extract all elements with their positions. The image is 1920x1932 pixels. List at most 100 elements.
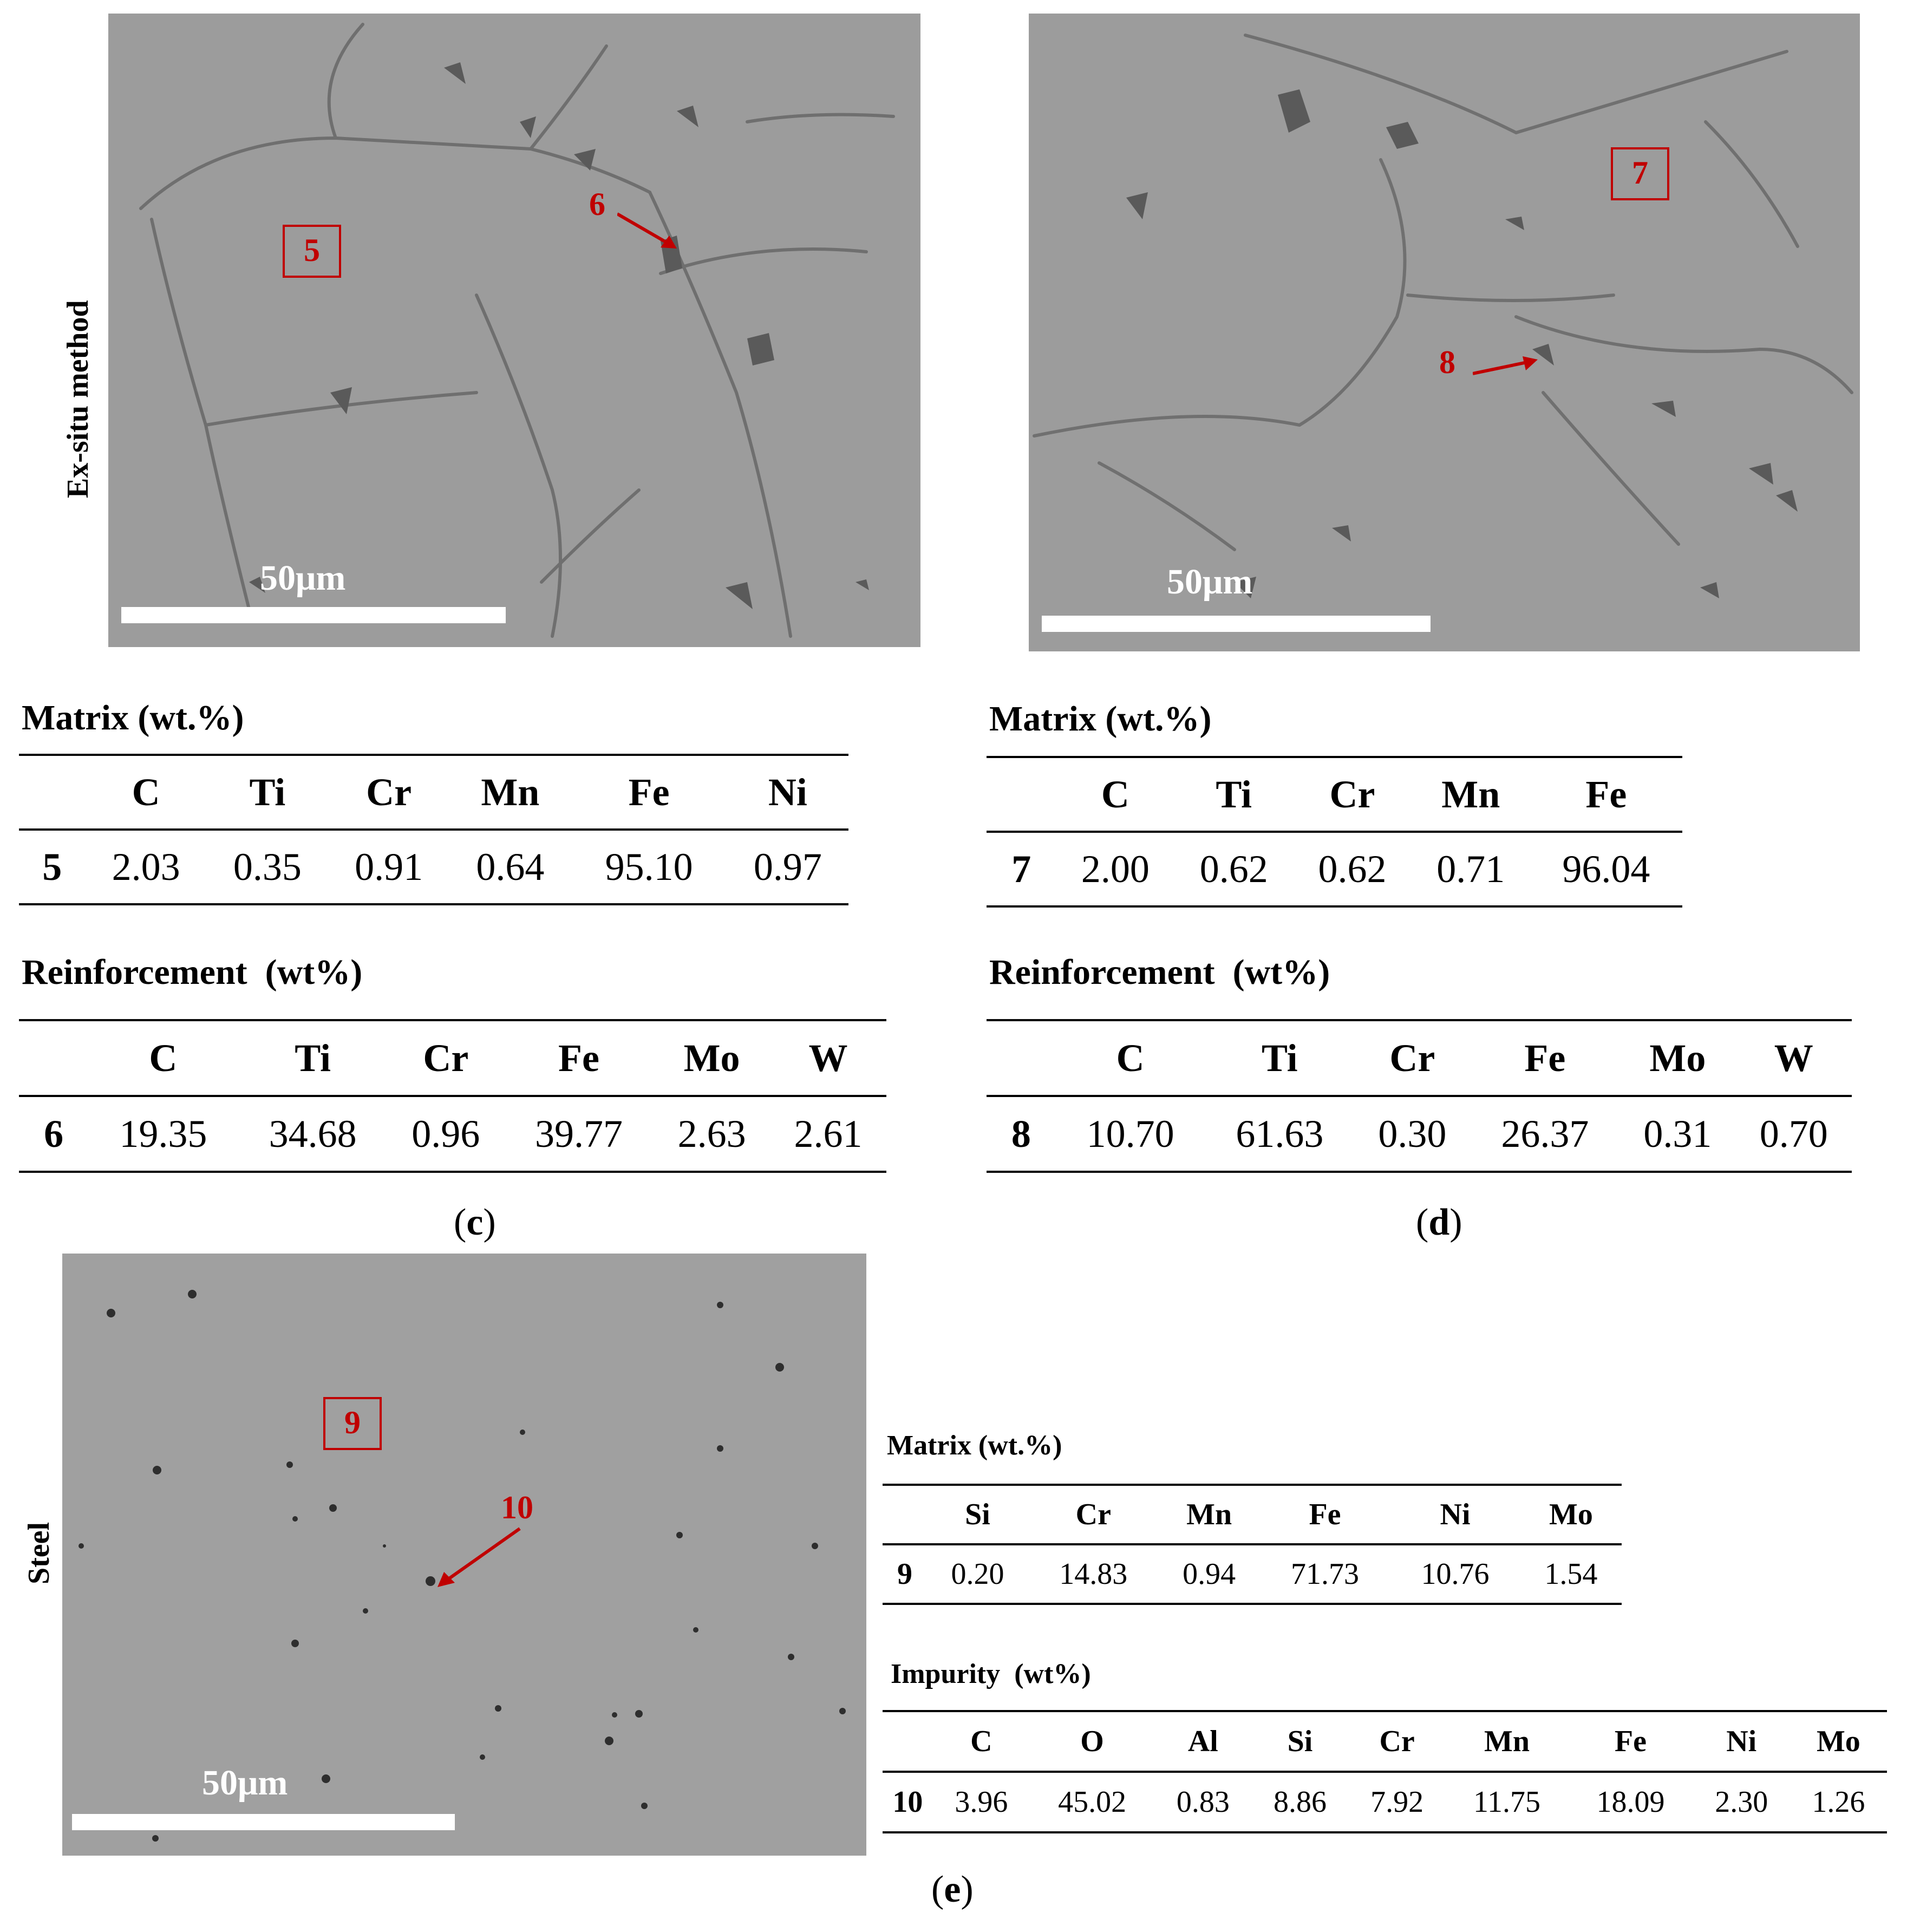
table-row: 6 19.35 34.68 0.96 39.77 2.63 2.61: [19, 1096, 886, 1172]
header-cell: Ti: [1261, 1036, 1298, 1080]
header-cell: Cr: [1075, 1498, 1111, 1531]
table-cell: 45.02: [1058, 1785, 1127, 1819]
table-cell: 8.86: [1273, 1785, 1327, 1819]
caption-c: (c): [454, 1201, 496, 1244]
table-cell: 0.96: [412, 1112, 480, 1156]
region-label-5: 5: [283, 225, 341, 278]
arrow-icon: [1473, 356, 1538, 375]
table-cell: 96.04: [1562, 847, 1650, 891]
table-cell: 2.03: [112, 845, 180, 889]
table-row: 5 2.03 0.35 0.91 0.64 95.10 0.97: [19, 830, 848, 904]
point-label-10: 10: [501, 1490, 533, 1525]
header-cell: Cr: [366, 770, 412, 814]
microstructure-e: [79, 1290, 846, 1842]
header-cell: Al: [1187, 1725, 1218, 1758]
header-cell: C: [149, 1036, 178, 1080]
reinforcement-table-c: C Ti Cr Fe Mo W 6 19.35 34.68 0.96 39.77…: [19, 1019, 886, 1173]
header-cell: [987, 757, 1056, 832]
table-cell: 95.10: [605, 845, 693, 889]
table-cell: 0.31: [1643, 1112, 1712, 1156]
table-cell: 0.91: [355, 845, 423, 889]
header-cell: [883, 1711, 933, 1772]
point-label-6: 6: [589, 186, 605, 222]
table-cell: 2.00: [1081, 847, 1150, 891]
header-cell: Cr: [1379, 1725, 1415, 1758]
header-cell: Mo: [1816, 1725, 1860, 1758]
header-cell: Ti: [295, 1036, 331, 1080]
table-row: 8 10.70 61.63 0.30 26.37 0.31 0.70: [987, 1096, 1852, 1172]
matrix-table-e: Si Cr Mn Fe Ni Mo 9 0.20 14.83 0.94 71.7…: [883, 1484, 1622, 1605]
header-cell: Si: [965, 1498, 990, 1531]
header-cell: Ni: [768, 770, 807, 814]
table-row: 7 2.00 0.62 0.62 0.71 96.04: [987, 832, 1682, 906]
header-cell: Fe: [558, 1036, 599, 1080]
reinforcement-title-c: Reinforcement (wt%): [22, 952, 363, 992]
header-cell: Ni: [1726, 1725, 1757, 1758]
header-cell: W: [1774, 1036, 1813, 1080]
table-cell: 0.71: [1436, 847, 1505, 891]
row-id: 8: [1011, 1112, 1031, 1156]
header-cell: Ti: [249, 770, 286, 814]
sem-image-c: 5 6 50μm: [108, 14, 920, 647]
table-cell: 0.70: [1759, 1112, 1828, 1156]
caption-paren-open: (: [931, 1869, 944, 1910]
header-cell: Mn: [1484, 1725, 1530, 1758]
scale-bar: [121, 607, 506, 623]
table-cell: 19.35: [119, 1112, 207, 1156]
row-id: 10: [892, 1785, 923, 1819]
matrix-title-d: Matrix (wt.%): [989, 699, 1212, 739]
table-cell: 7.92: [1370, 1785, 1424, 1819]
header-cell: Cr: [1329, 772, 1375, 816]
table-cell: 0.30: [1378, 1112, 1447, 1156]
header-cell: Mo: [1649, 1036, 1706, 1080]
table-cell: 0.64: [476, 845, 545, 889]
header-cell: [19, 1020, 88, 1096]
matrix-table-d: C Ti Cr Mn Fe 7 2.00 0.62 0.62 0.71 96.0…: [987, 756, 1682, 908]
table-cell: 10.76: [1421, 1557, 1490, 1591]
side-label-ex-situ: Ex-situ method: [61, 300, 95, 498]
reinforcement-table-d: C Ti Cr Fe Mo W 8 10.70 61.63 0.30 26.37…: [987, 1019, 1852, 1173]
scale-bar: [72, 1814, 455, 1830]
row-id: 9: [897, 1557, 912, 1591]
impurity-title-e: Impurity (wt%): [891, 1659, 1091, 1689]
matrix-title-e: Matrix (wt.%): [887, 1430, 1062, 1461]
header-cell: Fe: [628, 770, 670, 814]
region-label-7: 7: [1611, 147, 1669, 200]
header-cell: Mn: [1186, 1498, 1232, 1531]
scale-bar-label: 50μm: [202, 1763, 288, 1803]
header-cell: Mo: [1549, 1498, 1593, 1531]
row-id: 5: [42, 845, 62, 889]
caption-letter: d: [1428, 1202, 1450, 1243]
header-cell: [987, 1020, 1056, 1096]
table-cell: 18.09: [1596, 1785, 1665, 1819]
row-id: 7: [1011, 847, 1031, 891]
header-cell: O: [1080, 1725, 1104, 1758]
caption-d: (d): [1416, 1201, 1462, 1244]
table-cell: 1.26: [1812, 1785, 1865, 1819]
header-cell: Fe: [1309, 1498, 1341, 1531]
table-cell: 26.37: [1501, 1112, 1589, 1156]
header-cell: C: [1101, 772, 1129, 816]
caption-paren-close: ): [961, 1869, 974, 1910]
header-cell: Fe: [1524, 1036, 1566, 1080]
scale-bar: [1042, 616, 1431, 632]
table-cell: 0.20: [951, 1557, 1004, 1591]
table-row: 9 0.20 14.83 0.94 71.73 10.76 1.54: [883, 1544, 1622, 1604]
header-cell: Si: [1287, 1725, 1313, 1758]
table-cell: 14.83: [1059, 1557, 1128, 1591]
header-cell: Cr: [1389, 1036, 1435, 1080]
header-cell: Cr: [423, 1036, 469, 1080]
caption-paren-close: ): [483, 1202, 496, 1243]
caption-letter: e: [944, 1869, 961, 1910]
matrix-table-c: C Ti Cr Mn Fe Ni 5 2.03 0.35 0.91 0.64 9…: [19, 754, 848, 905]
table-cell: 71.73: [1290, 1557, 1359, 1591]
table-cell: 0.97: [753, 845, 822, 889]
table-cell: 0.35: [233, 845, 302, 889]
table-cell: 2.63: [677, 1112, 746, 1156]
table-cell: 34.68: [269, 1112, 357, 1156]
table-cell: 0.62: [1318, 847, 1387, 891]
table-cell: 3.96: [955, 1785, 1008, 1819]
header-cell: Mo: [683, 1036, 740, 1080]
caption-e: (e): [931, 1868, 974, 1911]
header-cell: C: [1116, 1036, 1145, 1080]
